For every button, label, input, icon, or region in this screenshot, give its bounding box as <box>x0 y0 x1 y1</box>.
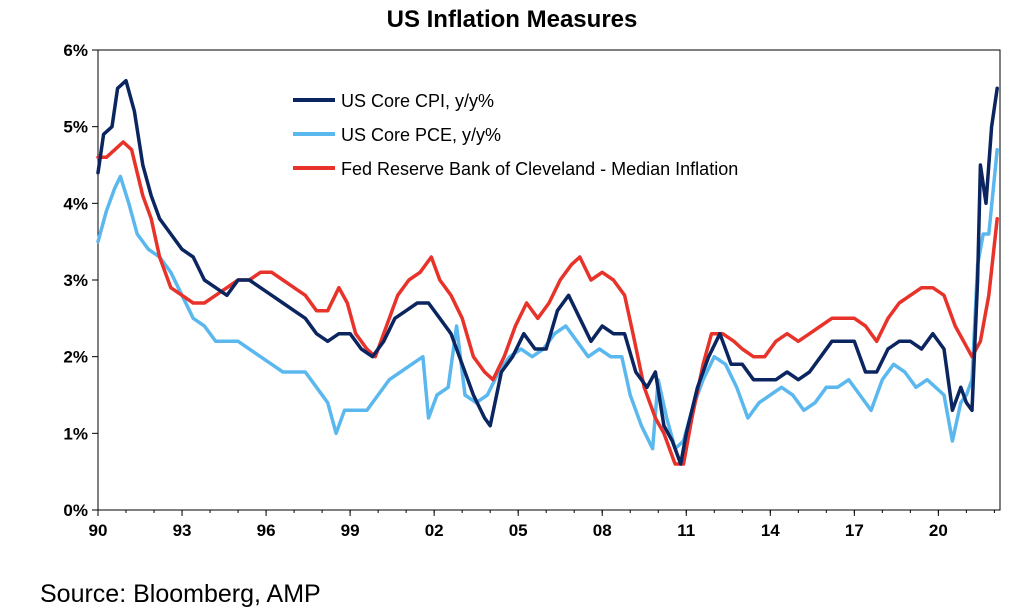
x-tick-label: 96 <box>257 521 276 540</box>
x-tick-label: 11 <box>677 521 695 540</box>
series-line-1 <box>96 147 999 451</box>
plot-frame <box>97 49 1001 511</box>
x-tick-label: 17 <box>845 521 864 540</box>
legend-label: Fed Reserve Bank of Cleveland - Median I… <box>341 159 738 179</box>
y-tick-label: 0% <box>63 501 88 520</box>
series-line-2 <box>96 140 999 466</box>
x-tick-label: 05 <box>509 521 528 540</box>
series-line-0 <box>96 78 999 466</box>
x-tick-label: 90 <box>89 521 108 540</box>
chart-title: US Inflation Measures <box>386 6 638 33</box>
x-tick-label: 20 <box>929 521 948 540</box>
x-tick-label: 08 <box>593 521 612 540</box>
source-note: Source: Bloomberg, AMP <box>40 580 321 608</box>
y-tick-label: 4% <box>63 194 88 213</box>
x-tick-label: 93 <box>173 521 192 540</box>
legend-label: US Core CPI, y/y% <box>341 91 494 111</box>
y-tick-label: 6% <box>63 41 88 60</box>
x-tick-label: 14 <box>761 521 780 540</box>
y-tick-label: 5% <box>63 118 88 137</box>
legend-label: US Core PCE, y/y% <box>341 125 501 145</box>
x-tick-label: 02 <box>425 521 444 540</box>
y-tick-label: 2% <box>63 348 88 367</box>
y-tick-label: 3% <box>63 271 88 290</box>
x-tick-label: 99 <box>341 521 360 540</box>
y-tick-label: 1% <box>63 424 88 443</box>
